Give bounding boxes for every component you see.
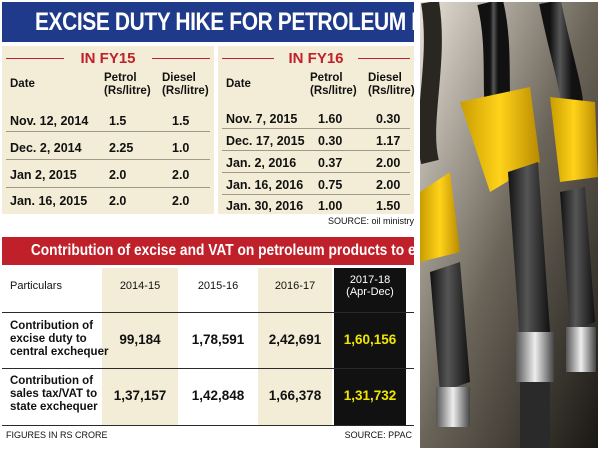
fy16-diesel-value: 1.50 [376, 199, 401, 213]
fy15-petrol-header: Petrol (Rs/litre) [104, 72, 151, 97]
source-oil-ministry: SOURCE: oil ministry [327, 216, 414, 226]
fy15-diesel-value: 2.0 [172, 194, 190, 208]
contribution-table: Particulars 2014-15 2015-16 2016-17 2017… [2, 268, 414, 426]
col-header-2014-15: 2014-15 [119, 280, 161, 292]
fy16-petrol-value: 1.00 [318, 199, 343, 213]
fy16-diesel-header: Diesel (Rs/litre) [368, 72, 415, 97]
fy16-petrol-value: 0.75 [318, 178, 343, 192]
table-row: Jan. 2, 2016 [226, 156, 297, 170]
fy16-diesel-value: 0.30 [376, 112, 401, 126]
fy16-panel: IN FY16 Date Petrol (Rs/litre) Diesel (Rs/… [218, 46, 415, 214]
main-title-bar: EXCISE DUTY HIKE FOR PETROLEUM PRODUCTS [2, 2, 526, 42]
fy15-petrol-value: 2.0 [109, 168, 127, 182]
table-row: Dec. 2, 2014 [10, 141, 82, 155]
footnote-figures: FIGURES IN RS CRORE [6, 430, 108, 440]
fuel-nozzle-photo [420, 2, 598, 448]
table-row: Dec. 17, 2015 [226, 134, 305, 148]
fy15-diesel-header: Diesel (Rs/litre) [162, 72, 209, 97]
col-header-2016-17: 2016-17 [274, 280, 316, 292]
fy15-label: IN FY15 [80, 50, 136, 67]
col-header-2015-16: 2015-16 [197, 280, 239, 292]
table-row: Jan. 16, 2016 [226, 178, 304, 192]
fy15-petrol-value: 2.0 [109, 194, 127, 208]
row-label-central: Contribution of excise duty to central exc… [10, 320, 109, 358]
fy16-petrol-value: 0.37 [318, 156, 343, 170]
fy16-petrol-header: Petrol (Rs/litre) [310, 72, 357, 97]
fy15-petrol-value: 2.25 [109, 141, 134, 155]
table-cell: 99,184 [119, 332, 161, 347]
table-cell: 1,78,591 [191, 332, 245, 347]
fy15-petrol-value: 1.5 [109, 114, 127, 128]
table-row: Nov. 7, 2015 [226, 112, 298, 126]
fy15-diesel-value: 1.5 [172, 114, 190, 128]
table-cell: 1,66,378 [268, 388, 322, 403]
contribution-title: Contribution of excise and VAT on petrol… [30, 242, 477, 259]
table-cell: 1,37,157 [113, 388, 167, 403]
table-cell: 2,42,691 [268, 332, 322, 347]
main-title: EXCISE DUTY HIKE FOR PETROLEUM PRODUCTS [34, 8, 526, 36]
row-label-state: Contribution of sales tax/VAT to state exc… [10, 375, 98, 413]
fy16-diesel-value: 2.00 [376, 178, 401, 192]
fy16-diesel-value: 1.17 [376, 134, 401, 148]
fy16-date-header: Date [226, 78, 251, 90]
table-row: Jan 2, 2015 [10, 168, 77, 182]
particulars-header: Particulars [10, 280, 62, 292]
table-cell-highlight: 1,60,156 [343, 332, 397, 347]
fy15-diesel-value: 2.0 [172, 168, 190, 182]
contribution-title-bar: Contribution of excise and VAT on petrol… [2, 237, 477, 265]
fy16-petrol-value: 1.60 [318, 112, 343, 126]
table-cell: 1,42,848 [191, 388, 245, 403]
table-cell-highlight: 1,31,732 [343, 388, 397, 403]
table-row: Jan. 30, 2016 [226, 199, 304, 213]
fy16-diesel-value: 2.00 [376, 156, 401, 170]
fy16-label: IN FY16 [288, 50, 344, 67]
fy15-date-header: Date [10, 78, 35, 90]
col-header-2017-18: 2017-18 (Apr-Dec) [346, 274, 394, 298]
fy15-diesel-value: 1.0 [172, 141, 190, 155]
fuel-nozzle-icon [420, 2, 598, 448]
table-row: Nov. 12, 2014 [10, 114, 89, 128]
fy15-panel: IN FY15 Date Petrol (Rs/litre) Diesel (Rs/… [2, 46, 214, 214]
table-row: Jan. 16, 2015 [10, 194, 88, 208]
footnote-source: SOURCE: PPAC [344, 430, 412, 440]
fy16-petrol-value: 0.30 [318, 134, 343, 148]
